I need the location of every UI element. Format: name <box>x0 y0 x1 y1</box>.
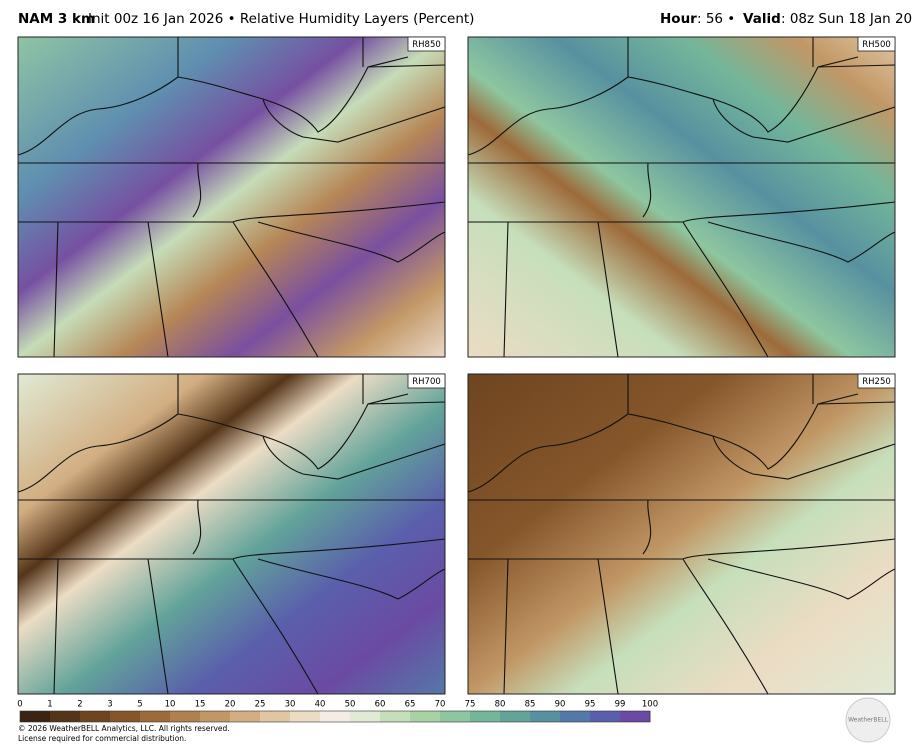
colorbar-label: 3 <box>107 700 112 710</box>
colorbar-segment <box>170 711 201 722</box>
colorbar-segment <box>530 711 561 722</box>
map-panel: RH500 <box>467 36 896 358</box>
colorbar-segment <box>560 711 591 722</box>
colorbar-segment <box>50 711 81 722</box>
colorbar-label: 15 <box>195 700 206 710</box>
colorbar-segment <box>20 711 51 722</box>
colorbar-label: 90 <box>555 700 566 710</box>
colorbar-label: 25 <box>255 700 266 710</box>
colorbar-segment <box>320 711 351 722</box>
panel-label: RH700 <box>412 377 441 387</box>
colorbar-segment <box>230 711 261 722</box>
title: Init 00z 16 Jan 2026 • Relative Humidity… <box>88 11 474 27</box>
colorbar: 0 1 2 3 5 10 15 20 25 30 40 50 60 65 70 75 80 85 90 95 99 100 <box>17 700 658 723</box>
panel-frame <box>467 373 896 695</box>
colorbar-segment <box>410 711 441 722</box>
colorbar-label: 30 <box>285 700 296 710</box>
panel-label-box <box>857 373 896 389</box>
colorbar-label: 2 <box>77 700 82 710</box>
colorbar-label: 60 <box>375 700 386 710</box>
colorbar-label: 70 <box>435 700 446 710</box>
valid-label: Valid <box>743 11 781 27</box>
humidity-field <box>468 374 895 694</box>
humidity-field <box>468 37 895 357</box>
colorbar-label: 95 <box>585 700 596 710</box>
map-panel: RH850 <box>17 36 446 358</box>
colorbar-label: 1 <box>47 700 52 710</box>
colorbar-segment <box>440 711 471 722</box>
panel-label-box <box>857 36 896 52</box>
map-panel: RH700 <box>17 373 446 695</box>
colorbar-label: 75 <box>465 700 476 710</box>
colorbar-label: 5 <box>137 700 142 710</box>
copyright: © 2026 WeatherBELL Analytics, LLC. All r… <box>18 724 230 733</box>
colorbar-label: 10 <box>165 700 176 710</box>
hour-label: Hour <box>660 11 697 27</box>
panel-label-box <box>407 36 446 52</box>
colorbar-segment <box>590 711 621 722</box>
panel-label: RH500 <box>862 40 891 50</box>
colorbar-segment <box>620 711 651 722</box>
logo-badge <box>845 697 891 743</box>
panel-label-box <box>407 373 446 389</box>
colorbar-label: 0 <box>17 700 22 710</box>
humidity-field <box>18 374 445 694</box>
colorbar-frame <box>19 710 651 723</box>
colorbar-label: 65 <box>405 700 416 710</box>
colorbar-label: 85 <box>525 700 536 710</box>
valid: : 08z Sun 18 Jan 2026 <box>781 11 913 27</box>
colorbar-segment <box>110 711 141 722</box>
colorbar-label: 20 <box>225 700 236 710</box>
colorbar-segment <box>350 711 381 722</box>
colorbar-segment <box>470 711 501 722</box>
panel-label: RH850 <box>412 40 441 50</box>
panel-frame <box>17 36 446 358</box>
model-name: NAM 3 km <box>18 11 95 27</box>
colorbar-segment <box>80 711 111 722</box>
colorbar-segment <box>500 711 531 722</box>
colorbar-segment <box>200 711 231 722</box>
colorbar-label: 100 <box>642 700 658 710</box>
panels: RH850 RH500 RH700 RH250 <box>17 36 896 695</box>
panel-frame <box>467 36 896 358</box>
colorbar-label: 50 <box>345 700 356 710</box>
colorbar-segment <box>380 711 411 722</box>
humidity-field <box>18 37 445 357</box>
colorbar-segment <box>140 711 171 722</box>
colorbar-segment <box>260 711 291 722</box>
license: License required for commercial distribu… <box>18 734 186 743</box>
colorbar-label: 40 <box>315 700 326 710</box>
hour: : 56 • <box>697 11 735 27</box>
colorbar-label: 99 <box>615 700 626 710</box>
colorbar-segment <box>290 711 321 722</box>
panel-frame <box>17 373 446 695</box>
colorbar-label: 80 <box>495 700 506 710</box>
map-panel: RH250 <box>467 373 896 695</box>
panel-label: RH250 <box>862 377 891 387</box>
logo: WeatherBELL <box>848 717 889 724</box>
